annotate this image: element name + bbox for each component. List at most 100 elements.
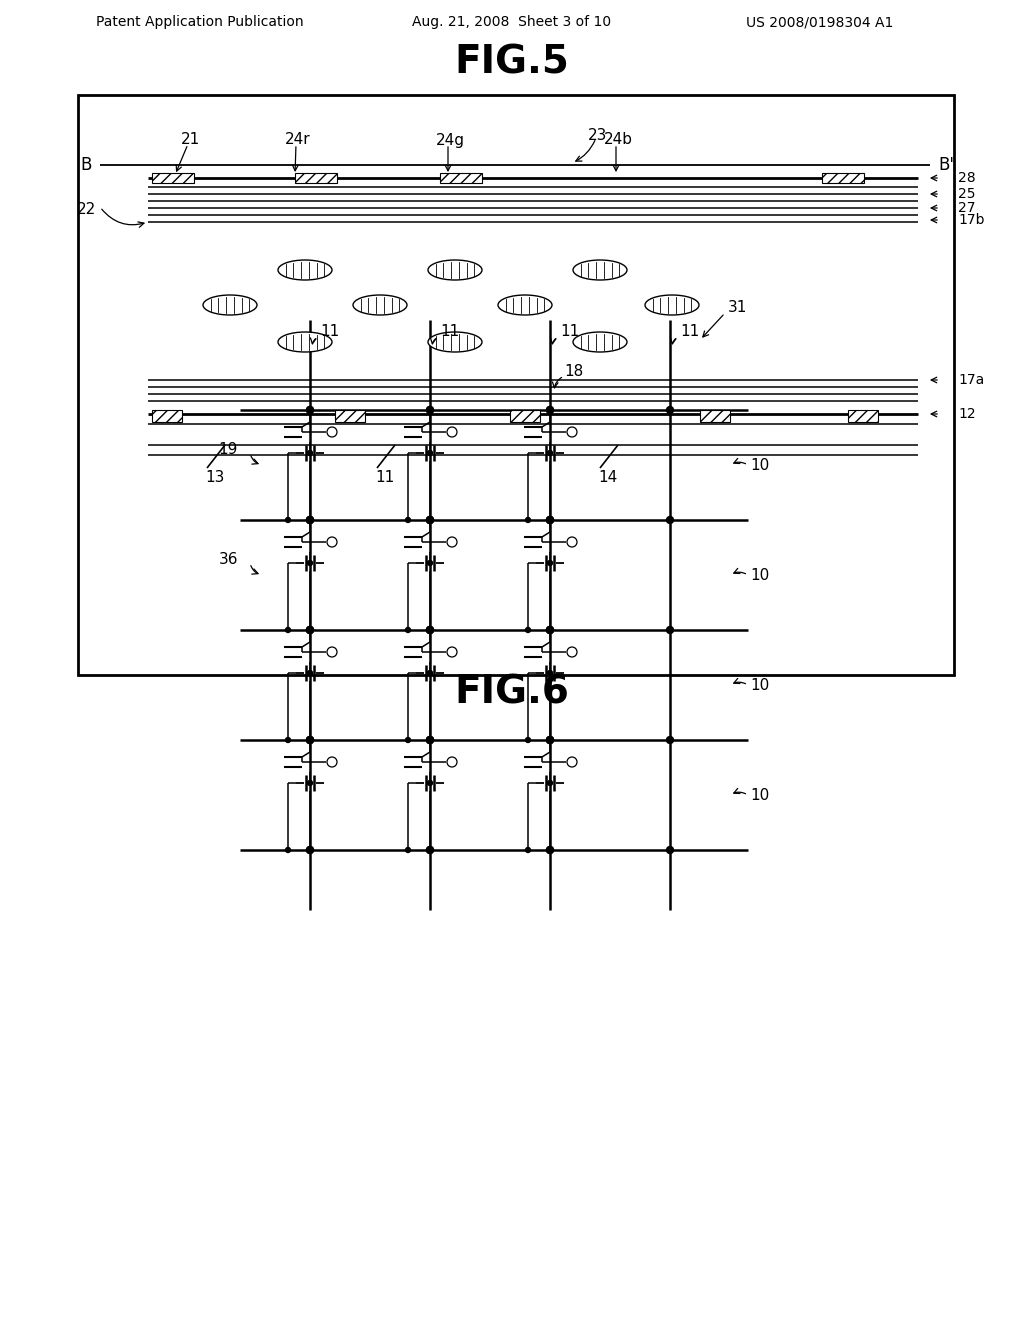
Text: 10: 10 bbox=[750, 458, 769, 473]
Circle shape bbox=[327, 647, 337, 657]
Circle shape bbox=[306, 516, 313, 524]
Circle shape bbox=[306, 516, 313, 524]
Text: 11: 11 bbox=[319, 325, 339, 339]
Circle shape bbox=[307, 671, 312, 676]
Circle shape bbox=[427, 627, 433, 634]
Text: 19: 19 bbox=[219, 442, 238, 458]
Ellipse shape bbox=[498, 294, 552, 315]
Circle shape bbox=[525, 847, 530, 853]
Text: 31: 31 bbox=[728, 301, 748, 315]
Circle shape bbox=[427, 671, 432, 676]
Circle shape bbox=[667, 627, 674, 634]
Text: 11: 11 bbox=[680, 325, 699, 339]
Circle shape bbox=[306, 737, 313, 743]
Circle shape bbox=[547, 516, 554, 524]
Circle shape bbox=[547, 627, 554, 634]
Text: 13: 13 bbox=[206, 470, 224, 486]
Circle shape bbox=[667, 407, 674, 413]
Circle shape bbox=[427, 846, 433, 854]
Circle shape bbox=[447, 537, 457, 546]
Circle shape bbox=[327, 756, 337, 767]
Circle shape bbox=[427, 846, 433, 854]
Bar bbox=[152, 173, 194, 183]
Circle shape bbox=[427, 561, 432, 565]
Bar bbox=[700, 411, 730, 422]
Circle shape bbox=[427, 407, 433, 413]
Circle shape bbox=[548, 780, 553, 785]
Text: B: B bbox=[81, 156, 92, 174]
Circle shape bbox=[525, 738, 530, 742]
Text: 17b: 17b bbox=[958, 213, 984, 227]
Circle shape bbox=[547, 737, 554, 743]
Text: 12: 12 bbox=[958, 407, 976, 421]
Circle shape bbox=[306, 627, 313, 634]
Circle shape bbox=[427, 627, 433, 634]
Circle shape bbox=[567, 647, 577, 657]
Text: 14: 14 bbox=[598, 470, 617, 486]
Ellipse shape bbox=[278, 333, 332, 352]
Circle shape bbox=[427, 737, 433, 743]
Ellipse shape bbox=[353, 294, 407, 315]
Circle shape bbox=[427, 627, 433, 634]
Ellipse shape bbox=[645, 294, 699, 315]
Circle shape bbox=[286, 847, 291, 853]
Text: 28: 28 bbox=[958, 172, 976, 185]
Ellipse shape bbox=[203, 294, 257, 315]
Circle shape bbox=[306, 627, 313, 634]
Text: 24b: 24b bbox=[603, 132, 633, 148]
Circle shape bbox=[567, 426, 577, 437]
Circle shape bbox=[548, 671, 553, 676]
Circle shape bbox=[307, 561, 312, 565]
Circle shape bbox=[525, 627, 530, 632]
Bar bbox=[152, 411, 182, 422]
Circle shape bbox=[548, 450, 553, 455]
Circle shape bbox=[327, 537, 337, 546]
Circle shape bbox=[567, 537, 577, 546]
Text: 11: 11 bbox=[440, 325, 459, 339]
Ellipse shape bbox=[573, 260, 627, 280]
Circle shape bbox=[406, 517, 411, 523]
Text: 24r: 24r bbox=[286, 132, 311, 148]
Text: 25: 25 bbox=[958, 187, 976, 201]
Circle shape bbox=[427, 516, 433, 524]
Circle shape bbox=[406, 847, 411, 853]
Circle shape bbox=[307, 450, 312, 455]
Circle shape bbox=[547, 846, 554, 854]
Circle shape bbox=[667, 737, 674, 743]
Circle shape bbox=[406, 738, 411, 742]
Circle shape bbox=[547, 737, 554, 743]
Bar bbox=[510, 411, 540, 422]
Circle shape bbox=[447, 426, 457, 437]
Circle shape bbox=[307, 780, 312, 785]
Circle shape bbox=[547, 407, 554, 413]
Circle shape bbox=[427, 516, 433, 524]
Text: FIG.5: FIG.5 bbox=[455, 44, 569, 81]
Circle shape bbox=[306, 627, 313, 634]
Text: 27: 27 bbox=[958, 201, 976, 215]
Circle shape bbox=[667, 516, 674, 524]
Text: Aug. 21, 2008  Sheet 3 of 10: Aug. 21, 2008 Sheet 3 of 10 bbox=[413, 15, 611, 29]
Text: 10: 10 bbox=[750, 568, 769, 582]
Circle shape bbox=[667, 846, 674, 854]
Text: 21: 21 bbox=[180, 132, 200, 148]
Circle shape bbox=[427, 737, 433, 743]
Circle shape bbox=[447, 647, 457, 657]
Text: 11: 11 bbox=[560, 325, 580, 339]
Circle shape bbox=[427, 780, 432, 785]
Circle shape bbox=[427, 737, 433, 743]
Bar bbox=[335, 411, 365, 422]
Text: 24g: 24g bbox=[435, 132, 465, 148]
Text: 23: 23 bbox=[589, 128, 607, 143]
Circle shape bbox=[567, 756, 577, 767]
Circle shape bbox=[306, 846, 313, 854]
Circle shape bbox=[547, 407, 554, 413]
Circle shape bbox=[427, 516, 433, 524]
Circle shape bbox=[427, 407, 433, 413]
Circle shape bbox=[547, 627, 554, 634]
Circle shape bbox=[306, 737, 313, 743]
Circle shape bbox=[306, 846, 313, 854]
Circle shape bbox=[547, 516, 554, 524]
Text: B': B' bbox=[938, 156, 954, 174]
Circle shape bbox=[327, 426, 337, 437]
Circle shape bbox=[286, 738, 291, 742]
